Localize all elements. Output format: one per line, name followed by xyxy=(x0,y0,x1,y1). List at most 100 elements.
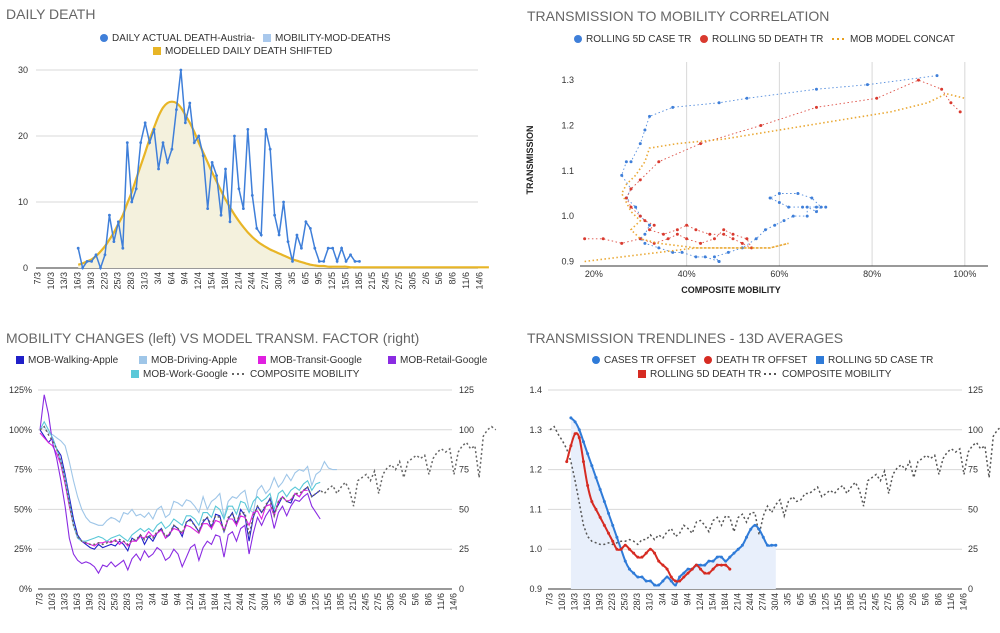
x-tick-label: 24/5 xyxy=(381,272,391,290)
death-tr-point xyxy=(590,499,594,503)
death-tr-point xyxy=(657,160,661,164)
y-right-tick-label: 25 xyxy=(968,544,978,554)
case-tr-point xyxy=(935,74,939,78)
x-tick-label: 14/6 xyxy=(474,272,484,290)
cases-tr-point xyxy=(686,567,690,571)
death-tr-point xyxy=(675,228,679,232)
x-tick-label: 7/3 xyxy=(32,272,42,285)
death-tr-point xyxy=(661,232,665,236)
death-tr-point xyxy=(694,228,698,232)
legend-rolling-death: ROLLING 5D DEATH TR xyxy=(650,369,761,380)
case-tr-point xyxy=(819,205,823,209)
actual-death-point xyxy=(250,194,254,197)
mob-model-path xyxy=(584,92,965,263)
x-tick-label: 8/6 xyxy=(933,593,943,606)
legend-model: MODELLED DAILY DEATH SHIFTED xyxy=(165,46,332,57)
x-tick-label: 16/3 xyxy=(72,593,82,611)
legend-transit-swatch xyxy=(258,356,266,364)
legend-mob-swatch xyxy=(263,34,271,42)
death-tr-point xyxy=(652,223,656,227)
y-left-tick-label: 1.2 xyxy=(529,465,542,475)
x-tick-label: 5/6 xyxy=(434,272,444,285)
actual-death-point xyxy=(112,240,116,244)
death-tr-point xyxy=(644,551,648,555)
actual-death-point xyxy=(353,260,357,263)
legend-case: ROLLING 5D CASE TR xyxy=(586,34,691,45)
actual-death-point xyxy=(259,233,263,237)
case-tr-point xyxy=(620,173,624,177)
legend-actual-swatch xyxy=(100,34,108,42)
death-tr-point xyxy=(619,547,623,551)
death-tr-point xyxy=(638,178,642,182)
x-tick-label: 18/4 xyxy=(210,593,220,611)
x-tick-label: 12/4 xyxy=(695,593,705,611)
x-tick-label: 15/5 xyxy=(833,593,843,611)
x-tick-label: 22/3 xyxy=(97,593,107,611)
death-tr-point xyxy=(601,237,605,241)
cases-tr-point xyxy=(615,535,619,539)
actual-death-point xyxy=(228,220,232,224)
cases-tr-point xyxy=(732,551,736,555)
actual-death-point xyxy=(76,246,80,250)
actual-death-point xyxy=(331,246,335,250)
x-tick-label: 31/3 xyxy=(645,593,655,611)
x-tick-label: 12/5 xyxy=(820,593,830,611)
x-tick-label: 21/4 xyxy=(233,272,243,290)
cases-tr-point xyxy=(577,428,581,432)
x-tick-label: 9/5 xyxy=(314,272,324,285)
actual-death-point xyxy=(85,260,89,263)
cases-tr-point xyxy=(736,547,740,551)
death-tr-point xyxy=(699,142,703,146)
chart-title: TRANSMISSION TRENDLINES - 13D AVERAGES xyxy=(527,330,843,346)
death-tr-point xyxy=(598,515,602,519)
mob-walking-apple-line xyxy=(39,429,321,553)
x-tick-label: 6/4 xyxy=(166,272,176,285)
cases-tr-point xyxy=(573,420,577,424)
actual-death-point xyxy=(157,167,160,171)
death-tr-point xyxy=(643,219,647,223)
y-left-tick-label: 25% xyxy=(14,544,32,554)
cases-tr-point xyxy=(699,563,703,567)
cases-tr-point xyxy=(757,527,761,531)
case-tr-point xyxy=(814,210,818,214)
death-tr-point xyxy=(685,237,689,241)
x-tick-label: 9/4 xyxy=(682,593,692,606)
y-right-tick-label: 75 xyxy=(968,465,978,475)
case-tr-point xyxy=(643,128,647,132)
actual-death-point xyxy=(215,174,218,178)
case-tr-point xyxy=(773,223,777,227)
cases-tr-point xyxy=(648,579,652,583)
actual-death-point xyxy=(313,246,317,250)
x-tick-label: 12/4 xyxy=(193,272,203,290)
x-tick-label: 10/3 xyxy=(47,593,57,611)
death-tr-point xyxy=(711,567,715,571)
x-tick-label: 11/6 xyxy=(436,593,446,610)
x-tick-label: 27/4 xyxy=(260,272,270,290)
actual-death-point xyxy=(134,187,138,191)
death-tr-point xyxy=(632,551,636,555)
death-tr-point xyxy=(814,105,818,109)
death-tr-point xyxy=(916,78,920,82)
death-tr-point xyxy=(686,571,690,575)
legend-death-offset: DEATH TR OFFSET xyxy=(716,355,807,366)
x-tick-label: 60% xyxy=(770,269,788,279)
death-tr-point xyxy=(581,460,585,464)
case-tr-point xyxy=(634,205,638,209)
death-tr-point xyxy=(583,237,587,241)
y-right-tick-label: 0 xyxy=(968,584,973,594)
x-tick-label: 28/3 xyxy=(122,593,132,611)
y-right-tick-label: 125 xyxy=(459,385,474,395)
x-tick-label: 24/4 xyxy=(247,272,257,290)
actual-death-point xyxy=(317,260,321,263)
actual-death-point xyxy=(268,147,272,151)
legend-composite: COMPOSITE MOBILITY xyxy=(782,369,892,380)
y-right-tick-label: 125 xyxy=(968,385,983,395)
actual-death-point xyxy=(143,121,147,125)
cases-tr-point xyxy=(632,571,636,575)
death-tr-point xyxy=(640,555,644,559)
x-tick-label: 15/4 xyxy=(206,272,216,290)
x-tick-label: 12/5 xyxy=(310,593,320,611)
y-right-tick-label: 75 xyxy=(459,465,469,475)
x-tick-label: 18/4 xyxy=(220,272,230,290)
legend-work-swatch xyxy=(131,370,139,378)
